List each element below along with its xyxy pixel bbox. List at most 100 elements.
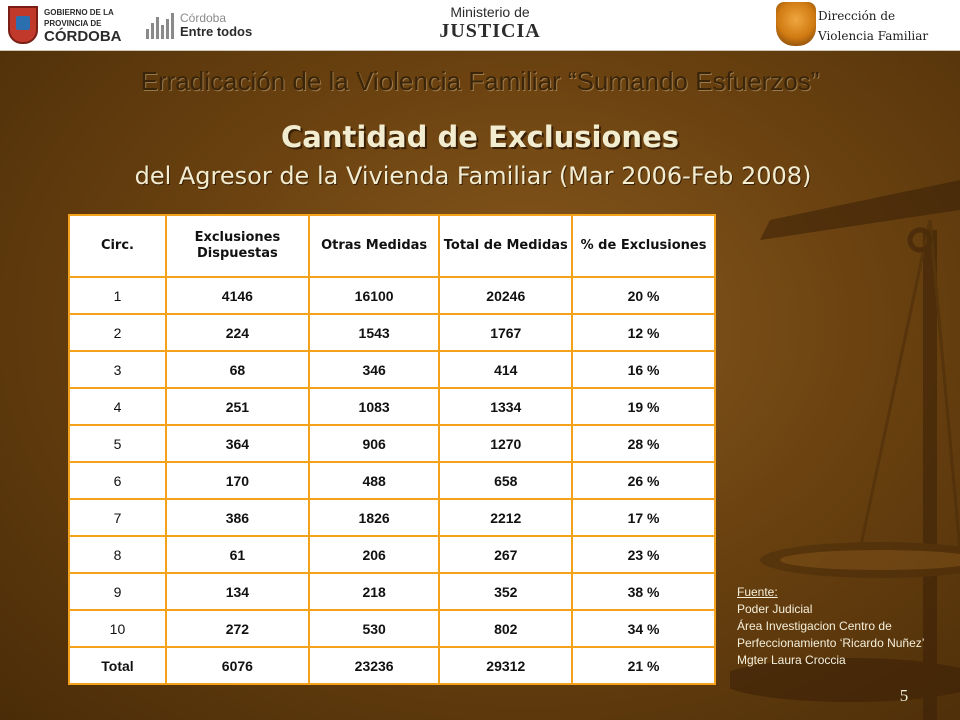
slide-title: Cantidad de Exclusiones [281, 120, 679, 154]
cell-otras: 1083 [307, 387, 441, 426]
source-line: Mgter Laura Croccia [737, 653, 846, 667]
cell-otras: 1826 [307, 498, 441, 537]
source-line: Área Investigacion Centro de [737, 619, 892, 633]
total-medidas: 29312 [438, 646, 574, 685]
cell-total: 267 [438, 535, 574, 574]
cell-circ: 8 [68, 535, 167, 574]
cell-exclusiones: 251 [164, 387, 310, 426]
provincial-crest-icon [8, 6, 38, 44]
cell-pct: 38 % [571, 572, 716, 611]
cell-otras: 346 [307, 350, 441, 389]
cell-total: 2212 [438, 498, 574, 537]
cell-pct: 28 % [571, 424, 716, 463]
cell-circ: 2 [68, 313, 167, 352]
gobierno-cordoba-logo: GOBIERNO DE LA PROVINCIA DE CÓRDOBA [8, 4, 136, 46]
header-pct-exclusiones: % de Exclusiones [571, 214, 716, 278]
slide-subtitle: del Agresor de la Vivienda Familiar (Mar… [134, 162, 812, 190]
cell-circ: 1 [68, 276, 167, 315]
cordoba-logo-line2: Entre todos [180, 24, 253, 39]
cell-pct: 12 % [571, 313, 716, 352]
cell-circ: 3 [68, 350, 167, 389]
direccion-line1: Dirección de [818, 9, 896, 23]
cell-total: 414 [438, 350, 574, 389]
cell-otras: 206 [307, 535, 441, 574]
table-row: 6 170 488 658 26 % [68, 461, 716, 500]
header-circ: Circ. [68, 214, 167, 278]
presentation-header-title: Erradicación de la Violencia Familiar “S… [140, 66, 820, 96]
cell-exclusiones: 272 [164, 609, 310, 648]
cell-pct: 16 % [571, 350, 716, 389]
logo-banner: GOBIERNO DE LA PROVINCIA DE CÓRDOBA Córd… [0, 0, 960, 51]
header-total-medidas: Total de Medidas [438, 214, 574, 278]
table-row: 5 364 906 1270 28 % [68, 424, 716, 463]
cell-circ: 9 [68, 572, 167, 611]
cell-otras: 1543 [307, 313, 441, 352]
gobierno-logo-line1: GOBIERNO DE LA [44, 7, 114, 17]
cell-pct: 17 % [571, 498, 716, 537]
page-number: 5 [899, 686, 909, 705]
cell-exclusiones: 61 [164, 535, 310, 574]
source-line: Poder Judicial [737, 602, 813, 616]
cell-total: 1334 [438, 387, 574, 426]
cell-circ: 5 [68, 424, 167, 463]
cell-exclusiones: 134 [164, 572, 310, 611]
bars-icon [146, 11, 174, 39]
table-row: 9 134 218 352 38 % [68, 572, 716, 611]
table-row: 3 68 346 414 16 % [68, 350, 716, 389]
cell-total: 352 [438, 572, 574, 611]
source-note: Fuente: Poder Judicial Área Investigacio… [737, 584, 952, 669]
total-exclusiones: 6076 [164, 646, 310, 685]
ministerio-logo-line1: Ministerio de [450, 4, 530, 20]
cell-otras: 16100 [307, 276, 441, 315]
exclusiones-table: Circ. Exclusiones Dispuestas Otras Medid… [68, 214, 716, 685]
cell-total: 1270 [438, 424, 574, 463]
cell-total: 658 [438, 461, 574, 500]
cell-circ: 4 [68, 387, 167, 426]
cell-pct: 34 % [571, 609, 716, 648]
balance-scale-icon [730, 180, 960, 720]
gobierno-logo-line2: PROVINCIA DE [44, 18, 102, 28]
tiger-emblem-icon [776, 2, 816, 46]
cordoba-logo-line1: Córdoba [180, 11, 227, 25]
cell-otras: 906 [307, 424, 441, 463]
total-pct: 21 % [571, 646, 716, 685]
cell-otras: 488 [307, 461, 441, 500]
table-row: 8 61 206 267 23 % [68, 535, 716, 574]
header-exclusiones-dispuestas: Exclusiones Dispuestas [164, 214, 310, 278]
cell-circ: 7 [68, 498, 167, 537]
cell-pct: 23 % [571, 535, 716, 574]
source-label: Fuente: [737, 585, 778, 599]
table-row: 4 251 1083 1334 19 % [68, 387, 716, 426]
cell-total: 1767 [438, 313, 574, 352]
cell-exclusiones: 4146 [164, 276, 310, 315]
cell-exclusiones: 364 [164, 424, 310, 463]
cell-total: 20246 [438, 276, 574, 315]
total-otras: 23236 [307, 646, 441, 685]
cell-total: 802 [438, 609, 574, 648]
header-otras-medidas: Otras Medidas [307, 214, 441, 278]
cordoba-entre-todos-logo: Córdoba Entre todos [146, 6, 264, 44]
cell-circ: 6 [68, 461, 167, 500]
table-header-row: Circ. Exclusiones Dispuestas Otras Medid… [68, 214, 716, 278]
cell-otras: 218 [307, 572, 441, 611]
direccion-line2: Violencia Familiar [818, 29, 929, 43]
table-row: 1 4146 16100 20246 20 % [68, 276, 716, 315]
gobierno-logo-line3: CÓRDOBA [44, 27, 122, 45]
total-label: Total [68, 646, 167, 685]
cell-exclusiones: 68 [164, 350, 310, 389]
ministerio-justicia-logo: Ministerio de JUSTICIA [430, 4, 550, 46]
cell-pct: 20 % [571, 276, 716, 315]
source-line: Perfeccionamiento ‘Ricardo Nuñez’ [737, 636, 925, 650]
direccion-violencia-familiar-label: Dirección de Violencia Familiar [818, 6, 954, 46]
cell-otras: 530 [307, 609, 441, 648]
cell-circ: 10 [68, 609, 167, 648]
cell-pct: 26 % [571, 461, 716, 500]
cell-exclusiones: 170 [164, 461, 310, 500]
cell-pct: 19 % [571, 387, 716, 426]
cell-exclusiones: 386 [164, 498, 310, 537]
cell-exclusiones: 224 [164, 313, 310, 352]
table-total-row: Total 6076 23236 29312 21 % [68, 646, 716, 685]
table-row: 10 272 530 802 34 % [68, 609, 716, 648]
ministerio-logo-line2: JUSTICIA [439, 20, 541, 42]
table-row: 7 386 1826 2212 17 % [68, 498, 716, 537]
